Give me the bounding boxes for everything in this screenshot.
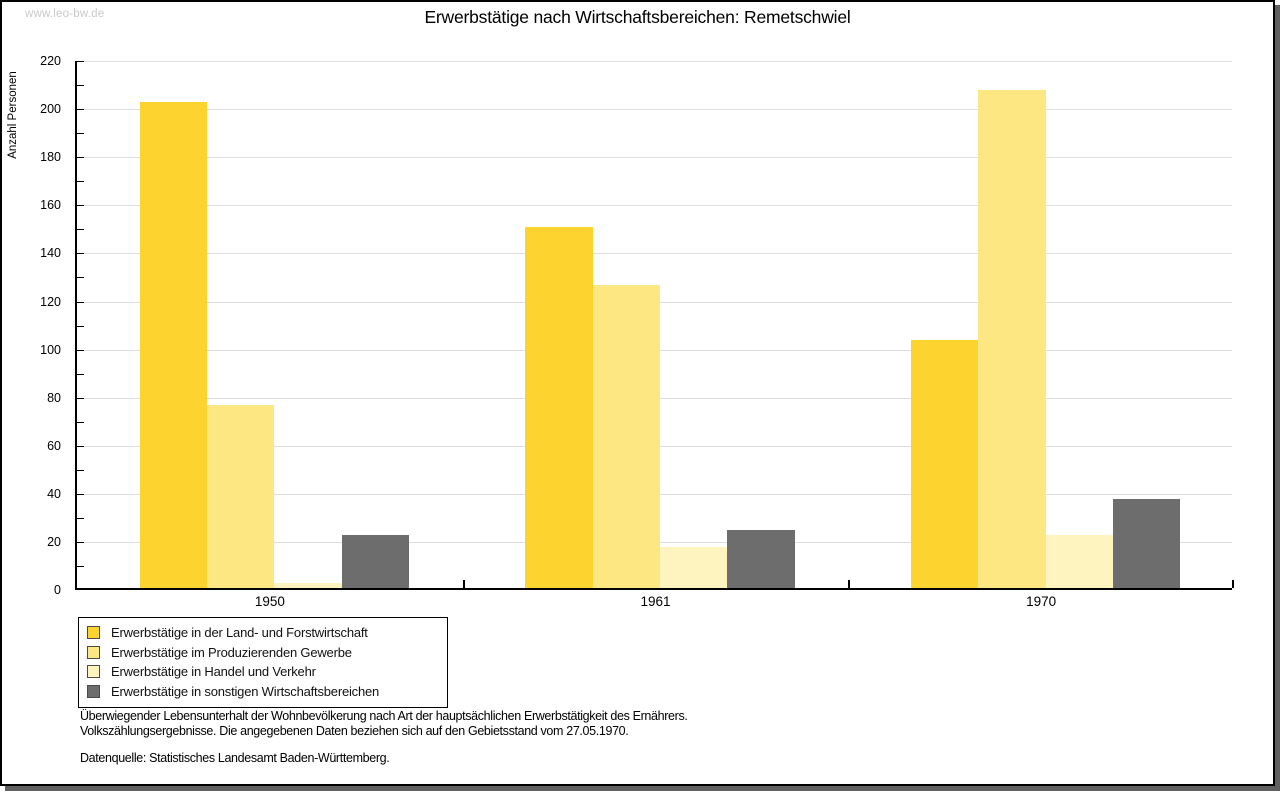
gridline	[77, 157, 1232, 159]
bar-1950-series3	[274, 583, 342, 588]
x-axis-tick	[848, 580, 851, 588]
legend-row: Erwerbstätige in der Land- und Forstwirt…	[87, 623, 439, 643]
y-axis-tick	[77, 421, 84, 423]
y-tick-label: 200	[40, 102, 61, 117]
y-tick-label: 80	[47, 390, 61, 405]
gridline	[77, 205, 1232, 207]
bar-1961-series4	[727, 530, 795, 588]
bar-1950-series2	[207, 405, 275, 588]
legend-swatch-series4	[87, 684, 100, 698]
y-axis-tick-labels: 0 20 40 60 80 100 120 140 160 180 200 220	[2, 54, 69, 597]
y-axis-tick	[77, 277, 84, 279]
y-tick-label: 0	[54, 583, 61, 597]
legend-swatch-series3	[87, 665, 100, 679]
y-axis-tick	[77, 157, 84, 159]
y-tick-label: 140	[40, 246, 61, 261]
y-tick-label: 220	[40, 54, 61, 68]
y-axis-tick	[77, 566, 84, 567]
x-tick-label: 1961	[640, 594, 671, 609]
y-tick-label: 100	[40, 342, 61, 357]
legend-label: Erwerbstätige in Handel und Verkehr	[111, 664, 316, 680]
legend-row: Erwerbstätige im Produzierenden Gewerbe	[87, 643, 439, 663]
bar-1961-series2	[592, 285, 660, 588]
watermark: www.leo-bw.de	[25, 8, 105, 20]
y-axis-tick	[77, 325, 84, 327]
y-axis-tick	[77, 541, 84, 543]
gridline	[77, 253, 1232, 255]
legend-swatch-series1	[87, 626, 100, 640]
legend-label: Erwerbstätige in sonstigen Wirtschaftsbe…	[111, 683, 380, 699]
x-axis-tick	[462, 580, 465, 588]
y-tick-label: 180	[40, 150, 61, 165]
bar-1961-series3	[660, 547, 728, 588]
y-axis-tick	[77, 85, 84, 86]
y-axis-tick	[77, 349, 84, 351]
legend-row: Erwerbstätige in Handel und Verkehr	[87, 662, 439, 682]
footnote-line-2: Volkszählungsergebnisse. Die angegebenen…	[80, 724, 629, 738]
footnote-line-1: Überwiegender Lebensunterhalt der Wohnbe…	[80, 709, 688, 723]
y-axis-tick	[77, 301, 84, 303]
y-axis-tick	[77, 445, 84, 447]
legend-row: Erwerbstätige in sonstigen Wirtschaftsbe…	[87, 682, 439, 702]
plot-area	[75, 61, 1234, 590]
footnote: Überwiegender Lebensunterhalt der Wohnbe…	[80, 709, 1180, 739]
y-axis-tick	[77, 133, 84, 135]
y-axis-tick	[77, 517, 84, 519]
legend: Erwerbstätige in der Land- und Forstwirt…	[78, 617, 448, 708]
y-axis-tick	[77, 493, 84, 495]
data-source-note: Datenquelle: Statistisches Landesamt Bad…	[80, 751, 390, 765]
bar-1970-series3	[1045, 535, 1113, 588]
chart-title: Erwerbstätige nach Wirtschaftsbereichen:…	[424, 7, 851, 27]
y-tick-label: 60	[47, 438, 61, 453]
gridline	[77, 109, 1232, 111]
bar-1970-series4	[1112, 499, 1181, 588]
y-axis-tick	[77, 469, 84, 471]
y-axis-tick	[77, 229, 84, 231]
bar-1970-series2	[978, 90, 1046, 588]
legend-label: Erwerbstätige im Produzierenden Gewerbe	[111, 644, 352, 660]
bar-1970-series1	[911, 340, 979, 588]
y-axis-tick	[77, 253, 84, 255]
y-axis-tick	[77, 373, 84, 375]
y-axis-tick	[77, 205, 84, 207]
y-tick-label: 40	[47, 486, 61, 501]
x-tick-label: 1950	[254, 594, 285, 609]
bar-1950-series1	[139, 102, 207, 588]
x-axis-tick	[1232, 580, 1234, 588]
y-axis-tick	[77, 397, 84, 399]
bar-1961-series1	[525, 227, 593, 588]
x-axis-tick-labels: 1950 1961 1970	[77, 594, 1234, 612]
y-axis-tick	[77, 181, 84, 183]
y-tick-label: 120	[40, 294, 61, 309]
y-tick-label: 20	[47, 534, 61, 549]
y-axis-tick	[77, 109, 84, 111]
bar-1950-series4	[341, 535, 409, 588]
x-tick-label: 1970	[1026, 594, 1057, 609]
y-axis-tick	[77, 61, 84, 62]
y-tick-label: 160	[40, 198, 61, 213]
legend-label: Erwerbstätige in der Land- und Forstwirt…	[111, 625, 368, 641]
gridline	[77, 61, 1232, 62]
legend-swatch-series2	[87, 645, 100, 659]
